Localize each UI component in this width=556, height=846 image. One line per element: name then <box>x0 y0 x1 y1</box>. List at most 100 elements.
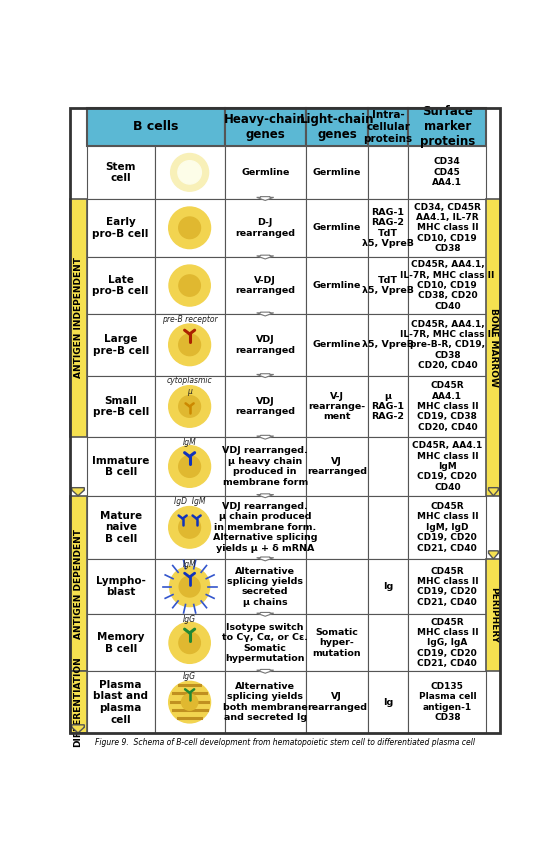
Text: IgG: IgG <box>183 615 196 624</box>
Bar <box>87 614 155 672</box>
Polygon shape <box>257 613 274 616</box>
Polygon shape <box>257 312 274 316</box>
Bar <box>368 146 408 199</box>
Text: IgM: IgM <box>183 560 196 569</box>
Bar <box>368 199 408 257</box>
Text: Germline: Germline <box>312 168 361 177</box>
Bar <box>225 257 306 314</box>
Text: VDJ
rearranged: VDJ rearranged <box>235 335 295 354</box>
Circle shape <box>178 161 201 184</box>
Circle shape <box>168 324 211 365</box>
Circle shape <box>179 632 200 653</box>
Bar <box>306 199 368 257</box>
Bar <box>155 614 225 672</box>
Text: BONE MARROW: BONE MARROW <box>489 308 498 387</box>
Bar <box>87 257 155 314</box>
Bar <box>155 672 225 733</box>
Polygon shape <box>257 669 274 673</box>
Polygon shape <box>257 557 274 561</box>
Bar <box>408 614 486 672</box>
Bar <box>155 559 225 614</box>
Bar <box>306 437 368 496</box>
Bar <box>225 614 306 672</box>
Text: λ5, VpreB: λ5, VpreB <box>362 340 414 349</box>
Bar <box>155 496 225 559</box>
Text: ANTIGEN DEPENDENT: ANTIGEN DEPENDENT <box>73 529 82 639</box>
Bar <box>306 314 368 376</box>
Circle shape <box>178 517 201 538</box>
Bar <box>225 146 306 199</box>
Bar <box>408 314 486 376</box>
Text: VJ
rearranged: VJ rearranged <box>307 692 367 711</box>
Polygon shape <box>72 487 85 496</box>
Text: Late
pro-B cell: Late pro-B cell <box>92 275 149 296</box>
Bar <box>225 107 306 146</box>
Bar <box>306 672 368 733</box>
Bar <box>306 376 368 437</box>
Bar <box>408 199 486 257</box>
Text: VDJ rearranged.
μ chain produced
in membrane form.
Alternative splicing
yields μ: VDJ rearranged. μ chain produced in memb… <box>213 502 317 552</box>
Text: Lympho-
blast: Lympho- blast <box>96 576 146 597</box>
Bar <box>87 496 155 559</box>
Circle shape <box>178 396 201 417</box>
Bar <box>225 437 306 496</box>
Circle shape <box>169 623 210 663</box>
Bar <box>306 107 368 146</box>
Text: IgD  IgM: IgD IgM <box>174 497 205 506</box>
Bar <box>408 437 486 496</box>
Bar <box>306 614 368 672</box>
Text: VJ
rearranged: VJ rearranged <box>307 457 367 476</box>
Text: Isotype switch
to Cγ, Cα, or Cε.
Somatic
hypermutation: Isotype switch to Cγ, Cα, or Cε. Somatic… <box>222 623 308 663</box>
Bar <box>225 376 306 437</box>
Bar <box>155 257 225 314</box>
Circle shape <box>178 456 201 477</box>
Circle shape <box>178 217 201 239</box>
Polygon shape <box>257 374 274 377</box>
Text: Stem
cell: Stem cell <box>106 162 136 184</box>
Polygon shape <box>489 551 498 559</box>
Text: CD34, CD45R
AA4.1, IL-7R
MHC class II
CD10, CD19
CD38: CD34, CD45R AA4.1, IL-7R MHC class II CD… <box>414 202 481 253</box>
Circle shape <box>169 265 210 306</box>
Text: Alternative
splicing yields
secreted
μ chains: Alternative splicing yields secreted μ c… <box>227 567 303 607</box>
Bar <box>368 376 408 437</box>
Text: CD45R, AA4.1,
IL-7R, MHC class II
pre-B-R, CD19,
CD38
CD20, CD40: CD45R, AA4.1, IL-7R, MHC class II pre-B-… <box>400 320 494 371</box>
Bar <box>70 199 87 437</box>
Text: V-DJ
rearranged: V-DJ rearranged <box>235 276 295 295</box>
Text: V-J
rearrange-
ment: V-J rearrange- ment <box>309 392 365 421</box>
Circle shape <box>178 334 201 355</box>
Circle shape <box>171 153 208 191</box>
Text: Memory
B cell: Memory B cell <box>97 632 145 654</box>
Bar <box>87 376 155 437</box>
Bar <box>225 199 306 257</box>
Polygon shape <box>489 487 498 496</box>
Circle shape <box>181 694 198 711</box>
Circle shape <box>168 386 211 427</box>
Bar <box>306 257 368 314</box>
Bar <box>225 314 306 376</box>
Bar <box>87 437 155 496</box>
Circle shape <box>179 576 200 597</box>
Text: IgG: IgG <box>183 672 196 681</box>
Text: μ
RAG-1
RAG-2: μ RAG-1 RAG-2 <box>371 392 405 421</box>
Bar <box>486 559 500 672</box>
Text: Ig: Ig <box>383 582 393 591</box>
Circle shape <box>168 446 211 487</box>
Polygon shape <box>257 255 274 259</box>
Bar <box>225 496 306 559</box>
Bar <box>368 559 408 614</box>
Bar <box>408 146 486 199</box>
Text: IgM: IgM <box>183 438 196 447</box>
Bar <box>155 437 225 496</box>
Bar <box>368 314 408 376</box>
Bar <box>368 496 408 559</box>
Text: Small
pre-B cell: Small pre-B cell <box>92 396 149 417</box>
Text: Germline: Germline <box>312 281 361 290</box>
Text: Light-chain
genes: Light-chain genes <box>300 113 374 141</box>
Text: CD45R, AA4.1,
IL-7R, MHC class II
CD10, CD19
CD38, CD20
CD40: CD45R, AA4.1, IL-7R, MHC class II CD10, … <box>400 261 494 310</box>
Text: cytoplasmic
μ: cytoplasmic μ <box>167 376 212 396</box>
Text: Plasma
blast and
plasma
cell: Plasma blast and plasma cell <box>93 679 148 724</box>
Text: PERIPHERY: PERIPHERY <box>489 587 498 643</box>
Text: B cells: B cells <box>133 120 178 134</box>
Text: Large
pre-B cell: Large pre-B cell <box>92 334 149 355</box>
Text: CD45R
AA4.1
MHC class II
CD19, CD38
CD20, CD40: CD45R AA4.1 MHC class II CD19, CD38 CD20… <box>416 382 478 431</box>
